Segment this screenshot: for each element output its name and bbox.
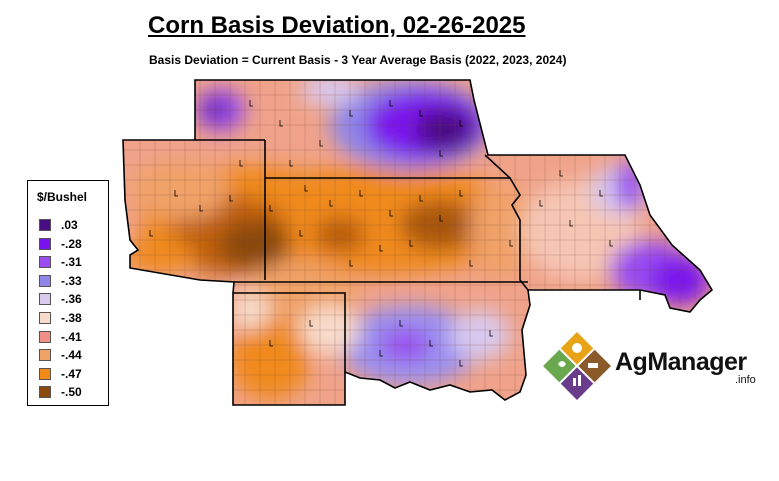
legend-swatch [39,237,51,250]
legend-label: -.31 [61,255,82,270]
legend-swatch [39,349,51,362]
legend-swatch [39,219,51,231]
legend-label: .03 [61,218,78,232]
legend-label: -.47 [61,366,82,381]
logo-suffix: .info [735,374,756,386]
legend-label: -.36 [61,292,82,307]
agmanager-logo-icon [543,332,611,400]
legend-swatch [39,274,51,287]
logo-wordmark: AgManager [615,348,747,376]
legend-title: $/Bushel [37,190,88,204]
legend-swatch [39,367,51,380]
legend-swatch [39,312,51,324]
legend-swatch [39,256,51,269]
legend-swatch [39,386,51,399]
legend-swatch [39,293,51,306]
legend: $/Bushel .03 -.28 -.31 -.33 -.36 -.38 -.41 -.44… [27,180,109,406]
map-subtitle: Basis Deviation = Current Basis - 3 Year… [149,53,567,67]
legend-label: -.28 [61,236,82,251]
elevator-markers [149,100,613,367]
state-borders [122,79,714,406]
legend-label: -.50 [61,385,82,400]
agmanager-logo: AgManager .info [540,326,765,406]
legend-swatch [39,330,51,343]
legend-label: -.33 [61,273,82,288]
legend-label: -.44 [61,348,82,363]
map-title: Corn Basis Deviation, 02-26-2025 [148,12,526,39]
county-grid [123,80,710,405]
legend-label: -.38 [61,311,82,325]
legend-label: -.41 [61,329,82,344]
